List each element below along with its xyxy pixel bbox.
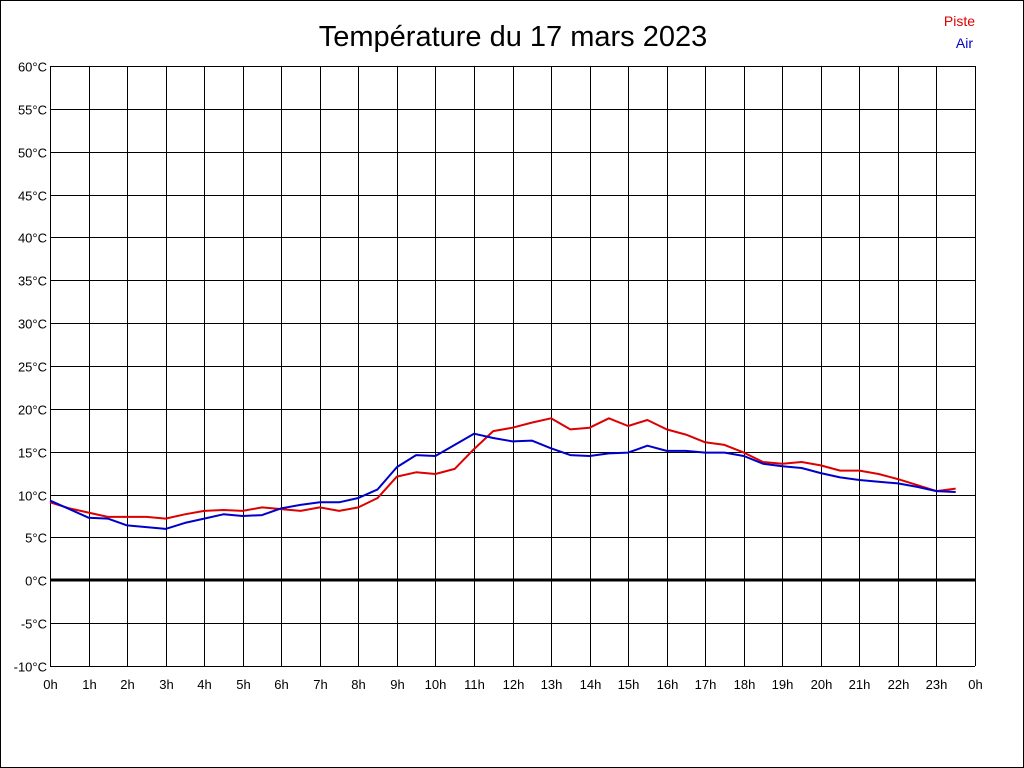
series-line-piste xyxy=(49,417,956,520)
x-tick-label: 0h xyxy=(43,677,57,692)
grid-lines xyxy=(50,66,976,667)
y-tick-label: 5°C xyxy=(25,531,47,546)
y-tick-label: 55°C xyxy=(18,103,47,118)
x-tick-label: 19h xyxy=(772,677,794,692)
x-tick-label: 7h xyxy=(313,677,327,692)
x-tick-label: 9h xyxy=(390,677,404,692)
x-tick-label: 5h xyxy=(236,677,250,692)
x-tick-label: 13h xyxy=(541,677,563,692)
x-tick-label: 15h xyxy=(618,677,640,692)
y-tick-label: 20°C xyxy=(18,403,47,418)
x-tick-label: 12h xyxy=(503,677,525,692)
y-axis-labels: -10°C -5°C 0°C 5°C 10°C 15°C 20°C 25°C 30°C 35°C 4… xyxy=(14,60,47,675)
x-tick-label: 0h xyxy=(968,677,982,692)
y-tick-label: 25°C xyxy=(18,360,47,375)
y-tick-label: 60°C xyxy=(18,60,47,75)
x-tick-label: 11h xyxy=(464,677,485,692)
x-tick-label: 23h xyxy=(926,677,948,692)
x-tick-label: 10h xyxy=(425,677,447,692)
x-tick-label: 17h xyxy=(695,677,717,692)
x-tick-label: 4h xyxy=(197,677,211,692)
legend-entry-piste: Piste xyxy=(944,13,975,29)
series-line-air xyxy=(49,432,956,530)
x-tick-label: 8h xyxy=(351,677,365,692)
y-tick-label: 15°C xyxy=(18,446,47,461)
x-tick-label: 2h xyxy=(120,677,134,692)
legend-entry-air: Air xyxy=(956,35,973,51)
x-tick-label: 1h xyxy=(82,677,96,692)
y-tick-label: 10°C xyxy=(18,489,47,504)
y-tick-label: 35°C xyxy=(18,274,47,289)
x-tick-label: 3h xyxy=(159,677,173,692)
y-tick-label: 40°C xyxy=(18,231,47,246)
y-tick-label: -10°C xyxy=(14,660,47,675)
x-tick-label: 22h xyxy=(888,677,910,692)
y-tick-label: 0°C xyxy=(25,574,47,589)
chart-title: Température du 17 mars 2023 xyxy=(319,21,708,53)
x-axis-labels: 0h 1h 2h 3h 4h 5h 6h 7h 8h 9h 10h 11h 12h 13h 14h 15h 16… xyxy=(43,677,982,692)
x-tick-label: 21h xyxy=(849,677,871,692)
x-tick-label: 18h xyxy=(734,677,756,692)
series-lines xyxy=(49,417,956,530)
x-tick-label: 14h xyxy=(580,677,602,692)
x-tick-label: 20h xyxy=(811,677,833,692)
y-tick-label: 45°C xyxy=(18,189,47,204)
y-tick-label: 50°C xyxy=(18,146,47,161)
y-tick-label: -5°C xyxy=(21,617,47,632)
x-tick-label: 6h xyxy=(274,677,288,692)
x-tick-label: 16h xyxy=(657,677,679,692)
y-tick-label: 30°C xyxy=(18,317,47,332)
